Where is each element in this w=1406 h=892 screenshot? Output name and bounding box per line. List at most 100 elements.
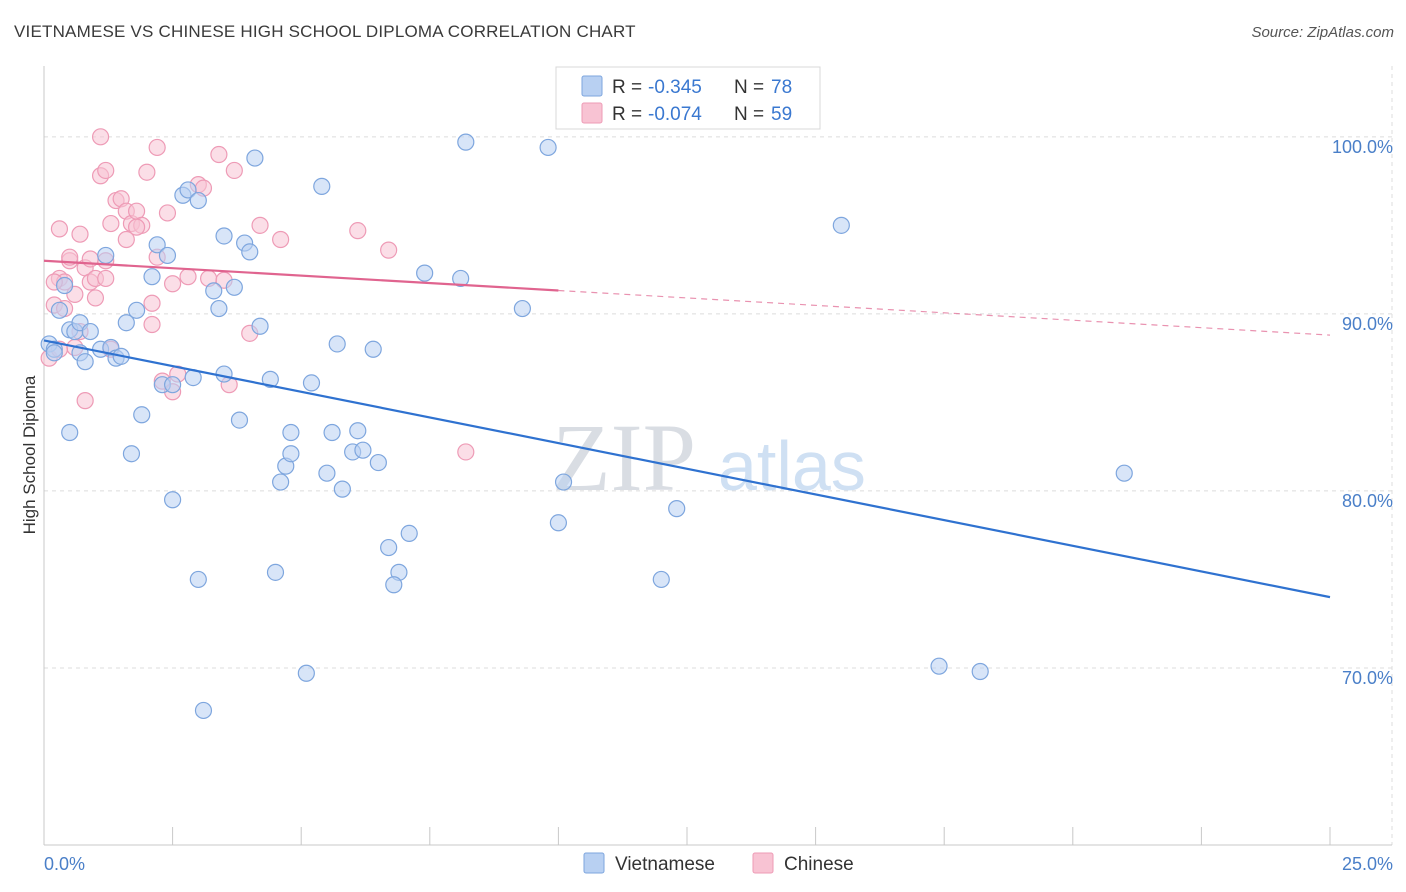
vietnamese-point bbox=[549, 514, 568, 532]
chinese-point bbox=[97, 161, 115, 180]
y-tick-label: 70.0% bbox=[1342, 668, 1393, 688]
vietnamese-point bbox=[652, 570, 670, 589]
chinese-point bbox=[210, 145, 228, 164]
vietnamese-point bbox=[328, 335, 346, 353]
chart-source: Source: ZipAtlas.com bbox=[1251, 24, 1394, 41]
vietnamese-point bbox=[117, 314, 135, 332]
vietnamese-point bbox=[302, 374, 321, 392]
vietnamese-point bbox=[241, 243, 259, 261]
vietnamese-point bbox=[194, 701, 213, 720]
chinese-point bbox=[143, 294, 161, 312]
vietnamese-point bbox=[272, 473, 290, 491]
vietnamese-point bbox=[266, 563, 285, 581]
vietnamese-point bbox=[318, 464, 336, 482]
chinese-point bbox=[91, 128, 110, 146]
vietnamese-point bbox=[61, 423, 79, 442]
chinese-point bbox=[127, 218, 146, 236]
vietnamese-point bbox=[45, 344, 63, 362]
y-tick-labels: 70.0% 80.0% 90.0% 100.0% bbox=[1332, 137, 1393, 688]
chart-title: VIETNAMESE VS CHINESE HIGH SCHOOL DIPLOM… bbox=[14, 22, 636, 41]
vietnamese-point bbox=[133, 406, 151, 424]
vietnamese-point bbox=[668, 500, 686, 518]
vietnamese-point bbox=[215, 365, 233, 383]
vietnamese-point bbox=[971, 662, 989, 681]
vietnamese-point bbox=[452, 269, 470, 288]
legend-n-label-1: N = bbox=[734, 77, 764, 98]
vietnamese-point bbox=[164, 376, 182, 394]
vietnamese-point bbox=[261, 370, 279, 388]
stats-legend: R = -0.345 N = 78 R = -0.074 N = 59 bbox=[555, 66, 821, 130]
vietnamese-point bbox=[832, 216, 850, 234]
chinese-point bbox=[117, 230, 135, 249]
vietnamese-point bbox=[225, 278, 243, 296]
chinese-point bbox=[272, 230, 290, 249]
chinese-point bbox=[50, 220, 69, 238]
chinese-point bbox=[225, 161, 243, 180]
legend-chinese-swatch bbox=[752, 852, 774, 874]
vietnamese-point bbox=[333, 480, 351, 498]
chinese-point bbox=[457, 443, 475, 461]
vietnamese-point bbox=[930, 657, 948, 675]
chinese-point bbox=[102, 214, 120, 233]
chinese-point bbox=[76, 392, 94, 410]
y-tick-label: 80.0% bbox=[1342, 491, 1393, 511]
y-tick-label: 100.0% bbox=[1332, 137, 1393, 157]
y-tick-label: 90.0% bbox=[1342, 314, 1393, 334]
vietnamese-point bbox=[127, 301, 146, 319]
vietnamese-point bbox=[380, 538, 398, 557]
vietnamese-point bbox=[189, 570, 207, 589]
vietnamese-point bbox=[55, 276, 74, 295]
legend-n-label-2: N = bbox=[734, 104, 764, 125]
chinese-point bbox=[138, 163, 156, 181]
chinese-point bbox=[86, 289, 105, 307]
vietnamese-point bbox=[148, 236, 166, 254]
legend-vietnamese-label: Vietnamese bbox=[615, 854, 715, 875]
chinese-point bbox=[158, 204, 177, 222]
vietnamese-point bbox=[297, 664, 315, 682]
vietnamese-point bbox=[513, 299, 531, 318]
legend-r-value-1: -0.345 bbox=[648, 77, 702, 98]
chinese-point bbox=[71, 225, 89, 243]
x-tick-label: 25.0% bbox=[1342, 854, 1393, 874]
vietnamese-point bbox=[416, 264, 434, 282]
vietnamese-point bbox=[97, 246, 115, 265]
vietnamese-point bbox=[539, 138, 557, 157]
vietnamese-point bbox=[246, 149, 264, 167]
vietnamese-swatch bbox=[581, 75, 603, 97]
vietnamese-point bbox=[354, 441, 372, 459]
legend-r-value-2: -0.074 bbox=[648, 104, 702, 125]
watermark-zip: ZIP bbox=[552, 404, 696, 511]
legend-n-value-1: 78 bbox=[771, 77, 792, 98]
y-axis-title: High School Diploma bbox=[20, 375, 39, 534]
x-tick-labels: 0.0% 25.0% bbox=[44, 854, 1393, 874]
watermark: ZIP atlas bbox=[552, 404, 866, 511]
chinese-point bbox=[349, 222, 367, 240]
vietnamese-trend-line bbox=[43, 339, 1331, 599]
chinese-point bbox=[380, 241, 398, 259]
vietnamese-point bbox=[50, 301, 69, 319]
vietnamese-point bbox=[164, 491, 182, 509]
trend-lines bbox=[43, 259, 1331, 599]
vietnamese-point bbox=[313, 177, 331, 195]
vietnamese-point bbox=[210, 299, 228, 318]
vietnamese-point bbox=[215, 227, 233, 245]
chinese-point bbox=[148, 138, 166, 157]
legend-r-label-2: R = bbox=[612, 104, 642, 125]
vietnamese-point bbox=[369, 453, 387, 472]
chinese-trend-line bbox=[43, 259, 559, 292]
legend-vietnamese-swatch bbox=[583, 852, 605, 874]
vietnamese-point bbox=[158, 246, 177, 265]
legend-r-label-1: R = bbox=[612, 77, 642, 98]
chinese-point bbox=[143, 315, 161, 334]
vietnamese-point bbox=[457, 133, 475, 151]
chinese-point bbox=[97, 269, 115, 288]
vietnamese-point bbox=[81, 322, 99, 341]
x-tick-label: 0.0% bbox=[44, 854, 85, 874]
chinese-point bbox=[179, 268, 197, 286]
chinese-point bbox=[251, 216, 269, 234]
vietnamese-point bbox=[1115, 464, 1133, 482]
watermark-atlas: atlas bbox=[718, 427, 866, 505]
chinese-point bbox=[164, 275, 182, 293]
series-legend: Vietnamese Chinese bbox=[583, 852, 854, 875]
